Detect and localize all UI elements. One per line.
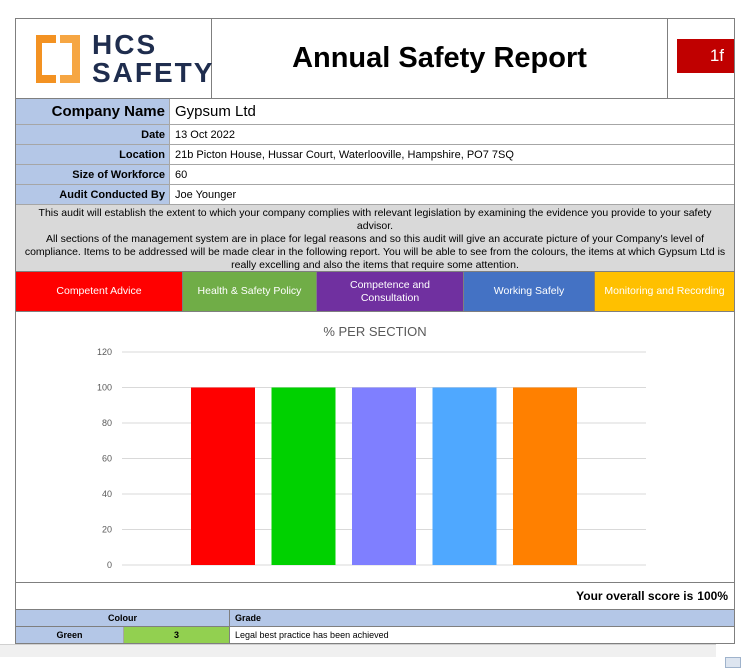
- workforce-value[interactable]: 60: [175, 168, 188, 181]
- bar-chart[interactable]: 0 20 40 60 80 100 120 Competent Advice: 100Heal…: [16, 312, 732, 582]
- title-cell: Annual Safety Report: [212, 19, 668, 98]
- logo-line2: SAFETY: [92, 57, 215, 88]
- date-label: Date: [16, 125, 170, 144]
- colour-header: Colour: [16, 610, 230, 626]
- workforce-row: Size of Workforce 60: [16, 165, 734, 185]
- y-tick-label: 20: [102, 525, 112, 535]
- grade-header: Grade: [235, 613, 262, 623]
- bar[interactable]: Monitoring and Recording: 100: [513, 387, 577, 566]
- date-value[interactable]: 13 Oct 2022: [175, 128, 235, 141]
- auditor-row: Audit Conducted By Joe Younger: [16, 185, 734, 205]
- y-tick-label: 100: [97, 383, 112, 393]
- score-value: 100%: [697, 589, 728, 603]
- section-health-safety-policy[interactable]: Health & Safety Policy: [183, 272, 317, 311]
- intro-text: This audit will establish the extent to …: [16, 205, 734, 272]
- y-tick-label: 120: [97, 347, 112, 357]
- section-competence-consultation[interactable]: Competence and Consultation: [317, 272, 464, 311]
- y-tick-label: 80: [102, 418, 112, 428]
- report-header: HCS SAFETY Annual Safety Report 1f: [16, 19, 734, 99]
- score-label: Your overall score is: [576, 589, 694, 603]
- section-monitoring-recording[interactable]: Monitoring and Recording: [595, 272, 734, 311]
- location-label: Location: [16, 145, 170, 164]
- company-row: Company Name Gypsum Ltd: [16, 99, 734, 125]
- chart-area: % PER SECTION 0 20 40 60 80 100 120 Competent A…: [16, 312, 734, 583]
- grade-colour-name: Green: [16, 627, 124, 643]
- intro-line1: This audit will establish the extent to …: [38, 207, 712, 232]
- score-row: Your overall score is 100%: [16, 583, 734, 610]
- workforce-label: Size of Workforce: [16, 165, 170, 184]
- logo-line1: HCS: [92, 29, 158, 60]
- resize-corner-icon[interactable]: [725, 657, 741, 668]
- y-tick-label: 40: [102, 489, 112, 499]
- logo-text: HCS SAFETY: [92, 31, 214, 87]
- section-competent-advice[interactable]: Competent Advice: [16, 272, 183, 311]
- date-row: Date 13 Oct 2022: [16, 125, 734, 145]
- sheet-badge: 1f: [677, 39, 734, 73]
- logo-cell: HCS SAFETY: [16, 19, 212, 98]
- chart-title: % PER SECTION: [323, 324, 427, 339]
- hcs-logo-icon: [36, 35, 80, 83]
- intro-line2: All sections of the management system ar…: [24, 233, 726, 271]
- grade-count: 3: [124, 627, 230, 643]
- auditor-label: Audit Conducted By: [16, 185, 170, 204]
- bar[interactable]: Health & Safety Policy: 100: [271, 387, 336, 566]
- bar[interactable]: Competent Advice: 100: [191, 387, 255, 566]
- grade-table-header: Colour Grade: [16, 610, 734, 627]
- auditor-value[interactable]: Joe Younger: [175, 188, 237, 201]
- section-bar: Competent Advice Health & Safety Policy …: [16, 272, 734, 312]
- bar[interactable]: Working Safely: 100: [432, 387, 497, 566]
- y-tick-label: 0: [107, 560, 112, 570]
- grade-description: Legal best practice has been achieved: [235, 630, 389, 640]
- y-tick-label: 60: [102, 454, 112, 464]
- page-title: Annual Safety Report: [292, 42, 587, 74]
- horizontal-scrollbar[interactable]: [0, 644, 716, 657]
- company-label: Company Name: [16, 99, 170, 124]
- location-row: Location 21b Picton House, Hussar Court,…: [16, 145, 734, 165]
- location-value[interactable]: 21b Picton House, Hussar Court, Waterloo…: [175, 148, 514, 161]
- grade-row: Green 3 Legal best practice has been ach…: [16, 627, 734, 643]
- company-value[interactable]: Gypsum Ltd: [175, 103, 256, 120]
- report-sheet: HCS SAFETY Annual Safety Report 1f Compa…: [15, 18, 735, 644]
- section-working-safely[interactable]: Working Safely: [464, 272, 595, 311]
- bar[interactable]: Competence and Consultation: 100: [352, 387, 416, 566]
